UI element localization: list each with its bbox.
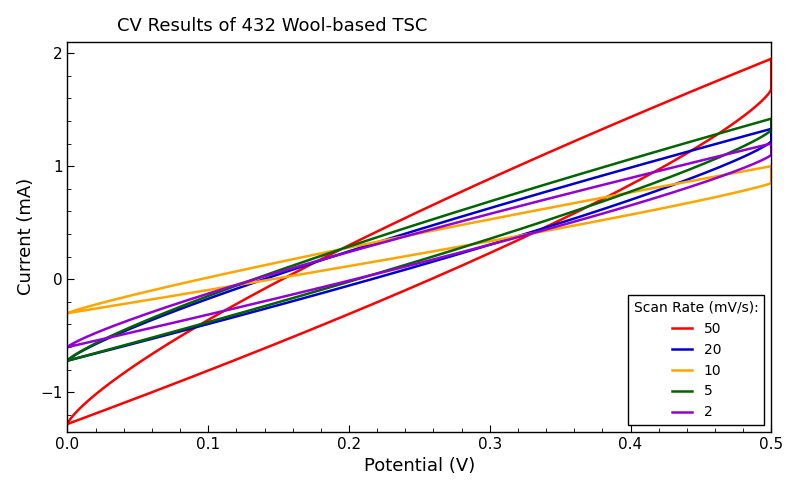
2 xyxy=(257,299,266,305)
Text: CV Results of 432 Wool-based TSC: CV Results of 432 Wool-based TSC xyxy=(117,17,427,34)
50 xyxy=(652,168,662,174)
50 xyxy=(62,421,72,427)
5 xyxy=(62,358,72,364)
2 xyxy=(62,344,72,350)
10 xyxy=(149,287,158,293)
5 xyxy=(766,116,776,122)
2 xyxy=(62,344,72,350)
Legend: 50, 20, 10, 5, 2: 50, 20, 10, 5, 2 xyxy=(629,295,764,425)
Line: 20: 20 xyxy=(67,129,771,361)
5 xyxy=(573,207,582,213)
20 xyxy=(652,188,662,194)
10 xyxy=(614,214,624,220)
50 xyxy=(257,346,266,352)
50 xyxy=(402,287,411,293)
Line: 5: 5 xyxy=(67,119,771,361)
20 xyxy=(614,201,624,207)
20 xyxy=(573,215,582,220)
10 xyxy=(62,310,72,316)
Line: 2: 2 xyxy=(67,144,771,347)
5 xyxy=(62,358,72,364)
20 xyxy=(62,358,72,364)
20 xyxy=(766,126,776,132)
2 xyxy=(614,206,624,212)
20 xyxy=(402,267,411,273)
10 xyxy=(62,310,72,316)
10 xyxy=(766,163,776,169)
2 xyxy=(766,141,776,147)
50 xyxy=(614,187,624,193)
50 xyxy=(766,56,776,62)
10 xyxy=(652,207,662,213)
2 xyxy=(652,194,662,200)
Line: 10: 10 xyxy=(67,166,771,313)
20 xyxy=(62,358,72,364)
2 xyxy=(402,263,411,269)
X-axis label: Potential (V): Potential (V) xyxy=(364,458,475,475)
2 xyxy=(573,218,582,224)
20 xyxy=(149,316,158,322)
5 xyxy=(652,179,662,185)
5 xyxy=(402,262,411,268)
50 xyxy=(149,350,158,356)
50 xyxy=(573,209,582,215)
10 xyxy=(257,278,266,284)
20 xyxy=(257,307,266,312)
5 xyxy=(614,192,624,198)
50 xyxy=(62,421,72,427)
5 xyxy=(149,314,158,320)
Y-axis label: Current (mA): Current (mA) xyxy=(17,178,34,296)
Line: 50: 50 xyxy=(67,59,771,424)
10 xyxy=(573,222,582,228)
2 xyxy=(149,308,158,314)
10 xyxy=(402,253,411,259)
5 xyxy=(257,304,266,310)
